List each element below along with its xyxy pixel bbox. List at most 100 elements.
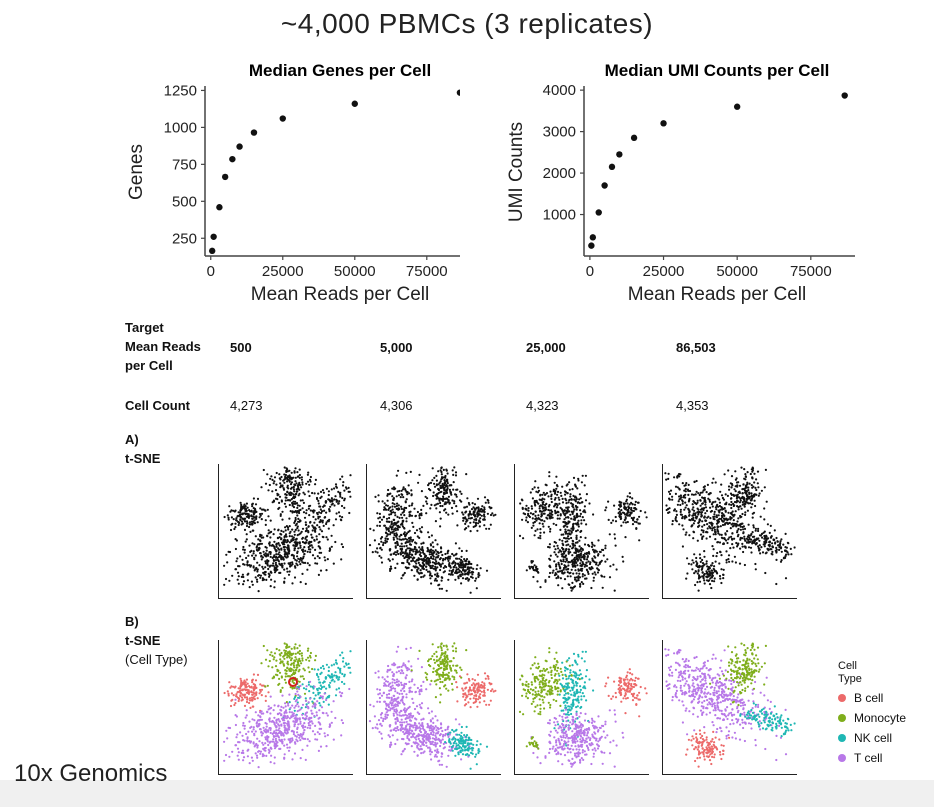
tsne-cluster	[525, 560, 540, 574]
tsne-celltype-plot	[368, 642, 497, 770]
target-value: 25,000	[526, 340, 566, 355]
tsne-celltype-plot	[223, 642, 352, 769]
tsne-cluster	[455, 672, 497, 709]
tsne-cluster	[444, 549, 489, 594]
label-line: Target	[125, 320, 164, 335]
footer-bar	[0, 780, 934, 807]
tsne-cluster	[685, 553, 731, 592]
section-b-label: B) t-SNE (Cell Type)	[125, 612, 188, 669]
tsne-cluster	[518, 471, 581, 540]
tsne-celltype-panel-b4	[662, 640, 797, 775]
target-value: 86,503	[676, 340, 716, 355]
x-axis-label: Mean Reads per Cell	[251, 284, 429, 305]
data-point	[589, 234, 597, 241]
legend-label: T cell	[854, 751, 883, 765]
y-tick-label: 750	[172, 156, 197, 173]
tsne-cluster	[410, 466, 468, 528]
cell-count-value: 4,353	[676, 398, 709, 413]
section-title: t-SNE	[125, 451, 161, 466]
tsne-panel-a2	[366, 464, 501, 599]
tsne-cluster	[739, 526, 796, 562]
tsne-celltype-plot	[664, 642, 796, 768]
tsne-cluster	[530, 532, 625, 592]
tsne-cluster	[604, 668, 648, 718]
tsne-cluster	[223, 680, 351, 769]
tsne-panel-a1	[218, 464, 353, 599]
y-tick-label: 4000	[543, 82, 576, 99]
tsne-cluster	[525, 736, 540, 750]
y-tick-label: 250	[172, 230, 197, 247]
x-axis-label: Mean Reads per Cell	[628, 284, 806, 305]
tsne-cluster	[368, 524, 474, 592]
y-tick-label: 3000	[543, 124, 576, 141]
x-tick-label: 0	[586, 263, 594, 280]
legend-label: NK cell	[854, 731, 893, 745]
legend-dot	[838, 694, 846, 702]
tsne-cluster	[369, 645, 432, 753]
x-tick-label: 75000	[406, 263, 448, 280]
footer-brand: 10x Genomics	[14, 760, 168, 787]
tsne-celltype-panel-b3	[514, 640, 649, 775]
y-tick-label: 1000	[164, 119, 197, 136]
tsne-cluster	[530, 708, 625, 768]
tsne-cluster	[444, 725, 489, 770]
tsne-cluster	[410, 642, 468, 704]
tsne-cluster	[664, 648, 788, 762]
chart-title: Median UMI Counts per Cell	[605, 61, 830, 80]
tsne-celltype-panel-b1	[218, 640, 353, 775]
tsne-plot	[664, 466, 796, 592]
cell-type-legend: Cell Type B cell Monocyte NK cell T cell	[838, 660, 906, 768]
data-point	[588, 242, 595, 249]
legend-dot	[838, 754, 846, 762]
data-point	[250, 129, 258, 136]
data-point	[221, 173, 229, 181]
y-axis-label: UMI Counts	[506, 122, 527, 222]
label-line: Mean Reads	[125, 339, 201, 354]
tsne-plot	[518, 471, 648, 592]
data-point	[733, 103, 741, 110]
legend-label: Monocyte	[854, 711, 907, 725]
tsne-cluster	[282, 650, 352, 722]
x-tick-label: 25000	[643, 263, 685, 280]
legend-title-line: Cell	[838, 660, 857, 672]
legend-item-t-cell: T cell	[838, 748, 906, 768]
tsne-panel-a3	[514, 464, 649, 599]
y-tick-label: 1000	[543, 207, 576, 224]
tsne-plot	[223, 466, 352, 593]
tsne-plot	[368, 466, 497, 594]
data-point	[595, 209, 602, 216]
cell-count-value: 4,323	[526, 398, 559, 413]
cell-count-value: 4,273	[230, 398, 263, 413]
data-point	[209, 247, 216, 255]
target-value: 500	[230, 340, 252, 355]
data-point	[616, 151, 623, 158]
legend-title-line: Type	[838, 673, 862, 685]
chart-title: Median Genes per Cell	[249, 61, 431, 80]
x-tick-label: 0	[207, 263, 215, 280]
legend-label: B cell	[854, 691, 884, 705]
y-tick-label: 2000	[543, 165, 576, 182]
legend-dot	[838, 714, 846, 722]
tsne-cluster	[709, 466, 767, 531]
tsne-cluster	[223, 497, 270, 536]
section-letter: B)	[125, 614, 139, 629]
legend-item-nk-cell: NK cell	[838, 728, 906, 748]
x-tick-label: 50000	[334, 263, 376, 280]
section-letter: A)	[125, 432, 139, 447]
label-line: per Cell	[125, 358, 173, 373]
x-tick-label: 25000	[262, 263, 304, 280]
legend-item-monocyte: Monocyte	[838, 708, 906, 728]
tsne-cluster	[685, 729, 731, 768]
tsne-cluster	[223, 504, 351, 593]
y-tick-label: 1250	[164, 82, 197, 99]
data-point	[351, 100, 358, 107]
slide-title: ~4,000 PBMCs (3 replicates)	[280, 8, 654, 39]
data-point	[601, 182, 608, 189]
tsne-cluster	[260, 466, 317, 529]
tsne-cluster	[518, 647, 581, 716]
tsne-cluster	[709, 642, 767, 707]
data-point	[279, 115, 286, 122]
legend-item-b-cell: B cell	[838, 688, 906, 708]
legend-dot	[838, 734, 846, 742]
data-point	[660, 120, 667, 127]
